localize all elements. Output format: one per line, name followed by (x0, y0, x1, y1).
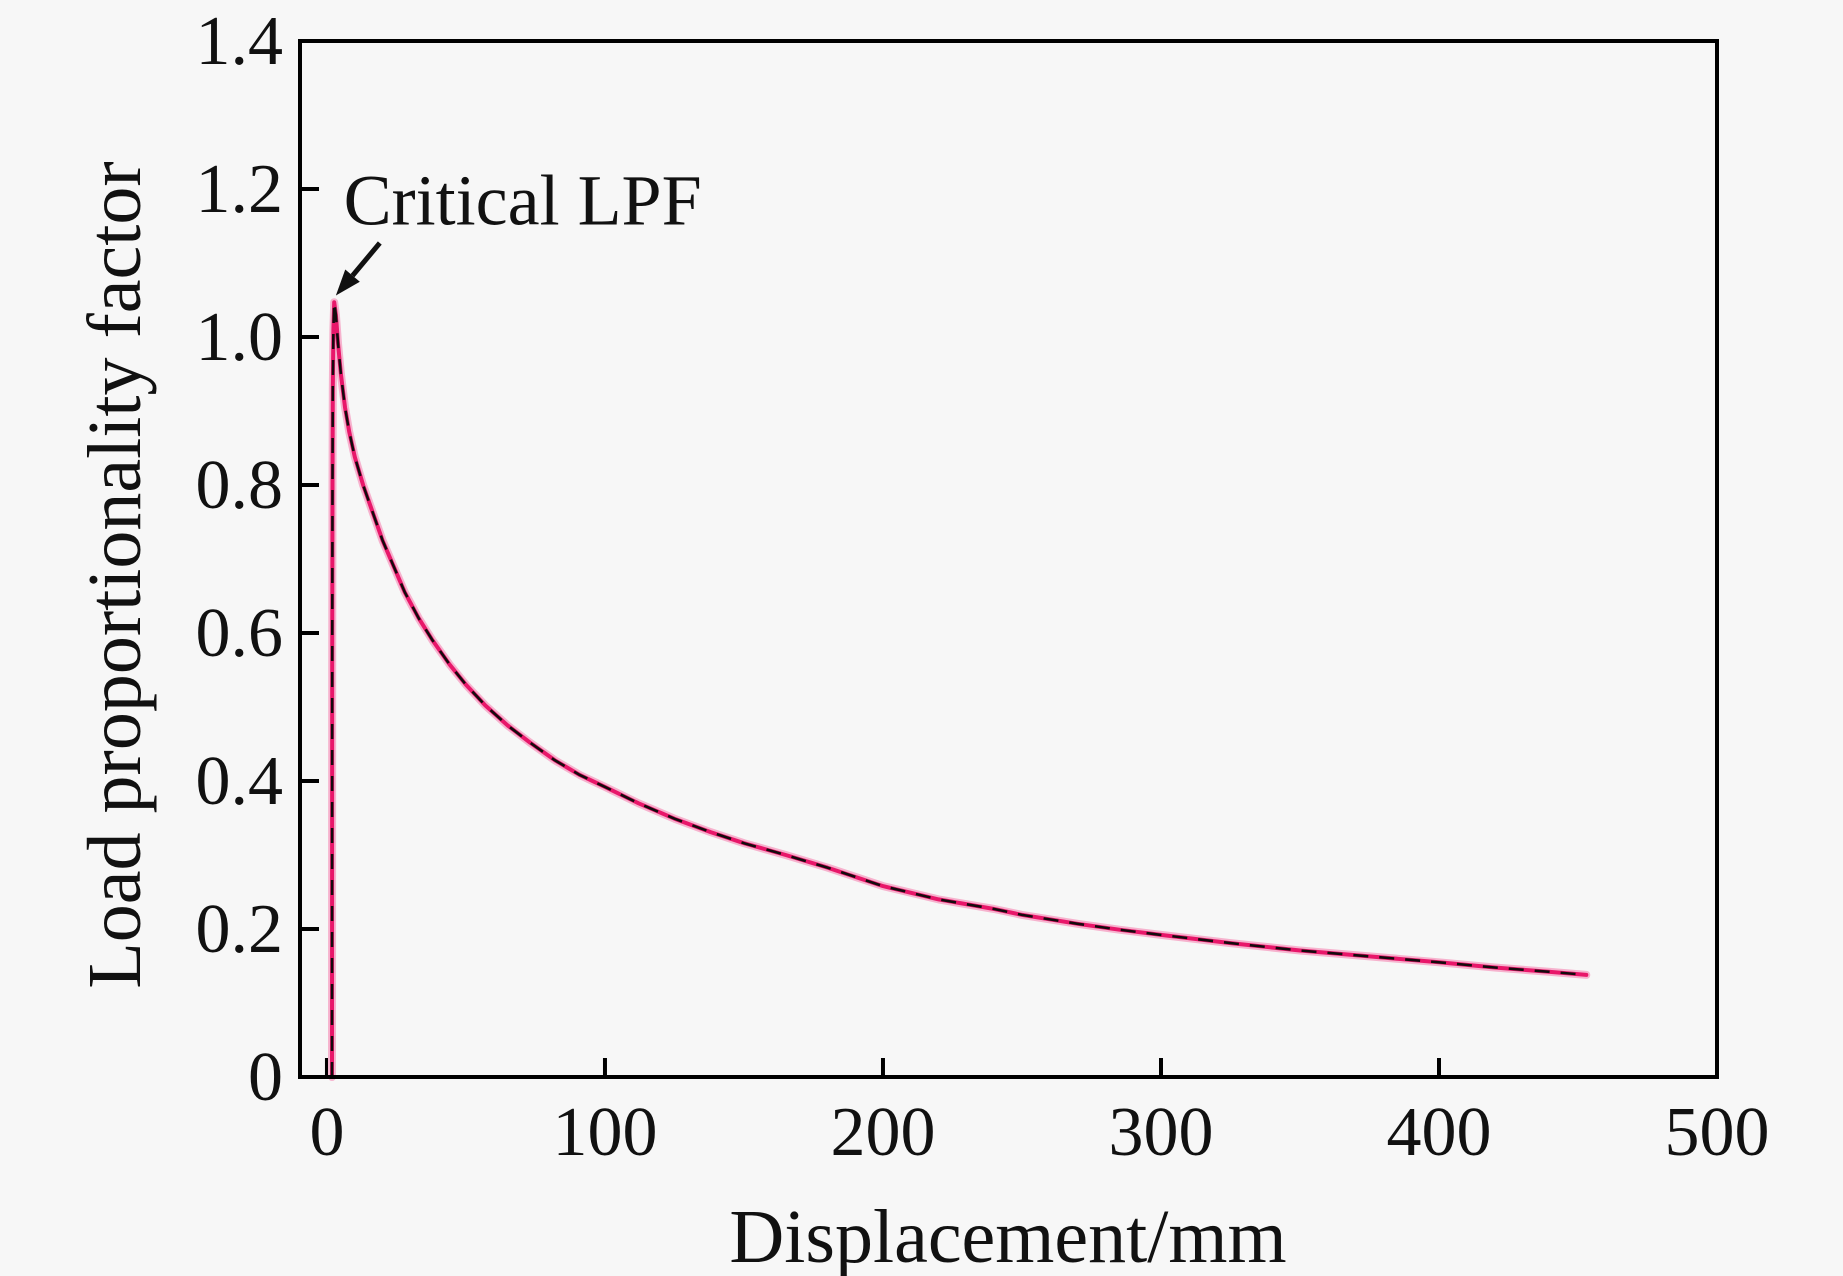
y-tick-label: 0.4 (196, 743, 284, 820)
annotation-arrow-line (350, 241, 382, 278)
y-tick-label: 0.6 (196, 595, 284, 672)
x-tick-label: 200 (830, 1094, 935, 1171)
y-axis-title: Load proportionality factor (73, 161, 157, 988)
x-tick-label: 0 (309, 1094, 344, 1171)
y-tick-label: 1.2 (196, 151, 284, 228)
x-tick-label: 100 (552, 1094, 657, 1171)
annotation-layer: Critical LPF (335, 161, 702, 296)
annotation-arrow-head-icon (335, 269, 360, 296)
annotation-critical-lpf: Critical LPF (344, 161, 702, 241)
curve-solid-pink (330, 300, 1589, 1079)
x-tick-label: 300 (1108, 1094, 1213, 1171)
y-tick-label: 0.2 (196, 891, 284, 968)
y-tick-label: 1.0 (196, 299, 284, 376)
y-tick-label: 1.4 (196, 3, 284, 80)
y-tick-label: 0 (248, 1039, 283, 1116)
x-tick-label: 500 (1665, 1094, 1770, 1171)
curve-dashed-black (330, 300, 1587, 1078)
plot-border (298, 39, 1719, 1079)
y-tick-label: 0.8 (196, 447, 284, 524)
ticks-layer: 0 100 200 300 400 500 0 0.2 0.4 0.6 0.8 1.0 1.2 1.4 (196, 3, 1770, 1171)
x-axis-title: Displacement/mm (729, 1195, 1286, 1276)
curve-layer (328, 298, 1591, 1081)
x-tick-label: 400 (1386, 1094, 1491, 1171)
